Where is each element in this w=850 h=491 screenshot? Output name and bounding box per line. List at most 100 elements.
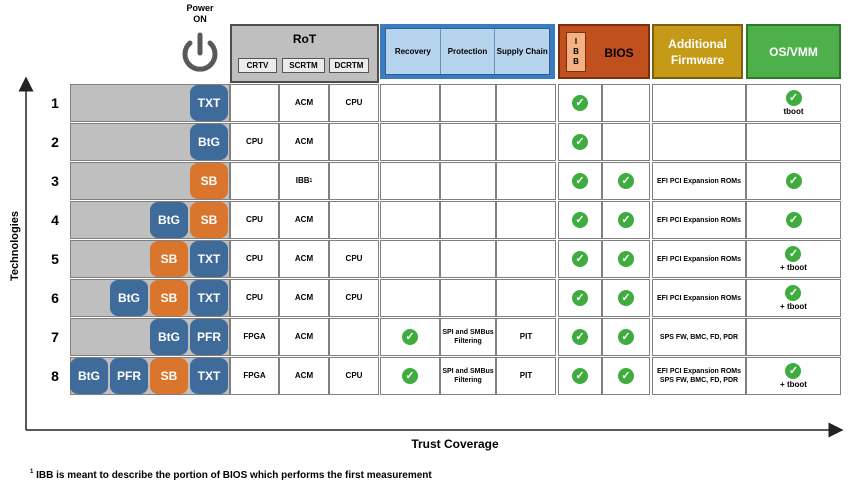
power-label: Power ON xyxy=(186,3,214,24)
protection-cell xyxy=(440,162,496,200)
technology-badge: BtG xyxy=(190,124,228,160)
supply-chain-cell xyxy=(496,279,556,317)
recovery-header: Recovery xyxy=(386,29,441,74)
dcrtm-cell xyxy=(329,123,379,161)
os-cell xyxy=(746,318,841,356)
crtv-cell xyxy=(230,162,279,200)
crtv-cell: CPU xyxy=(230,279,279,317)
check-icon: ✓ xyxy=(572,251,588,267)
supply-chain-cell xyxy=(496,240,556,278)
crtv-value: CPU xyxy=(246,215,263,224)
check-icon: ✓ xyxy=(572,134,588,150)
protection-cell xyxy=(440,279,496,317)
crtv-header: CRTV xyxy=(238,58,277,73)
technology-badge: PFR xyxy=(190,319,228,355)
check-icon: ✓ xyxy=(572,173,588,189)
supply-chain-cell: PIT xyxy=(496,357,556,395)
bios-cell xyxy=(602,84,650,122)
rot-header: RoT CRTV SCRTM DCRTM xyxy=(230,24,379,83)
check-icon: ✓ xyxy=(618,290,634,306)
y-axis-label: Technologies xyxy=(9,210,21,282)
row-number: 3 xyxy=(51,173,59,189)
technology-badge: SB xyxy=(190,163,228,199)
ibb-cell: ✓ xyxy=(558,318,602,356)
bios-cell xyxy=(602,123,650,161)
supply-chain-value: PIT xyxy=(519,371,533,380)
check-icon: ✓ xyxy=(572,290,588,306)
os-cell: ✓ + tboot xyxy=(746,240,841,278)
technology-badge: BtG xyxy=(150,202,188,238)
dcrtm-cell: CPU xyxy=(329,240,379,278)
firmware-cell: EFI PCI Expansion ROMs SPS FW, BMC, FD, … xyxy=(652,357,746,395)
os-cell xyxy=(746,123,841,161)
ibb-cell: ✓ xyxy=(558,279,602,317)
recovery-cell xyxy=(380,279,440,317)
crtv-cell: FPGA xyxy=(230,318,279,356)
scrtm-value: ACM xyxy=(294,332,314,341)
scrtm-value: ACM xyxy=(294,98,314,107)
technology-band: BtG xyxy=(70,123,230,161)
ibb-cell: ✓ xyxy=(558,201,602,239)
dcrtm-value: CPU xyxy=(345,293,363,302)
technology-band: SB TXT xyxy=(70,240,230,278)
row-number: 7 xyxy=(51,329,59,345)
protection-cell xyxy=(440,84,496,122)
os-header: OS/VMM xyxy=(746,24,841,79)
crtv-value: CPU xyxy=(246,293,263,302)
check-icon: ✓ xyxy=(618,251,634,267)
technology-badge: SB xyxy=(150,241,188,277)
technology-badge: SB xyxy=(150,358,188,394)
ibb-cell: ✓ xyxy=(558,123,602,161)
os-label: + tboot xyxy=(780,262,807,272)
row-number: 8 xyxy=(51,368,59,384)
technology-badge: TXT xyxy=(190,280,228,316)
ibb-header: I B B xyxy=(566,32,586,72)
dcrtm-value: CPU xyxy=(345,98,363,107)
ibb-cell: ✓ xyxy=(558,84,602,122)
row-number: 1 xyxy=(51,95,59,111)
scrtm-value: ACM xyxy=(294,293,314,302)
recovery-cell: ✓ xyxy=(380,318,440,356)
technology-badge: SB xyxy=(190,202,228,238)
supply-chain-cell xyxy=(496,84,556,122)
check-icon: ✓ xyxy=(402,329,418,345)
dcrtm-cell xyxy=(329,318,379,356)
scrtm-value: ACM xyxy=(294,137,314,146)
check-icon: ✓ xyxy=(618,212,634,228)
recovery-cell xyxy=(380,123,440,161)
power-icon xyxy=(182,32,218,72)
technology-band: BtG SB xyxy=(70,201,230,239)
crtv-value: CPU xyxy=(246,254,263,263)
supply-chain-value: PIT xyxy=(519,332,533,341)
firmware-cell: SPS FW, BMC, FD, PDR xyxy=(652,318,746,356)
scrtm-cell: ACM xyxy=(279,201,329,239)
os-cell: ✓ xyxy=(746,201,841,239)
technology-band: BtG PFR xyxy=(70,318,230,356)
dcrtm-header: DCRTM xyxy=(329,58,369,73)
bios-cell: ✓ xyxy=(602,318,650,356)
technology-band: BtG SB TXT xyxy=(70,279,230,317)
firmware-value: SPS FW, BMC, FD, PDR xyxy=(659,333,739,341)
scrtm-value: ACM xyxy=(294,371,314,380)
check-icon: ✓ xyxy=(785,89,802,106)
firmware-cell xyxy=(652,84,746,122)
check-icon: ✓ xyxy=(572,329,588,345)
recovery-cell xyxy=(380,84,440,122)
check-icon: ✓ xyxy=(572,212,588,228)
supply-chain-cell xyxy=(496,162,556,200)
dcrtm-value: CPU xyxy=(345,371,363,380)
firmware-value: EFI PCI Expansion ROMs xyxy=(656,216,741,224)
scrtm-cell: IBB 1 xyxy=(279,162,329,200)
os-cell: ✓ tboot xyxy=(746,84,841,122)
row-number: 6 xyxy=(51,290,59,306)
technology-badge: SB xyxy=(150,280,188,316)
dcrtm-cell: CPU xyxy=(329,84,379,122)
check-icon: ✓ xyxy=(618,368,634,384)
recovery-cell xyxy=(380,240,440,278)
row-number: 2 xyxy=(51,134,59,150)
bios-cell: ✓ xyxy=(602,201,650,239)
resilience-header: Recovery Protection Supply Chain xyxy=(380,24,555,79)
protection-cell xyxy=(440,240,496,278)
scrtm-value: ACM xyxy=(294,254,314,263)
dcrtm-value: CPU xyxy=(345,254,363,263)
